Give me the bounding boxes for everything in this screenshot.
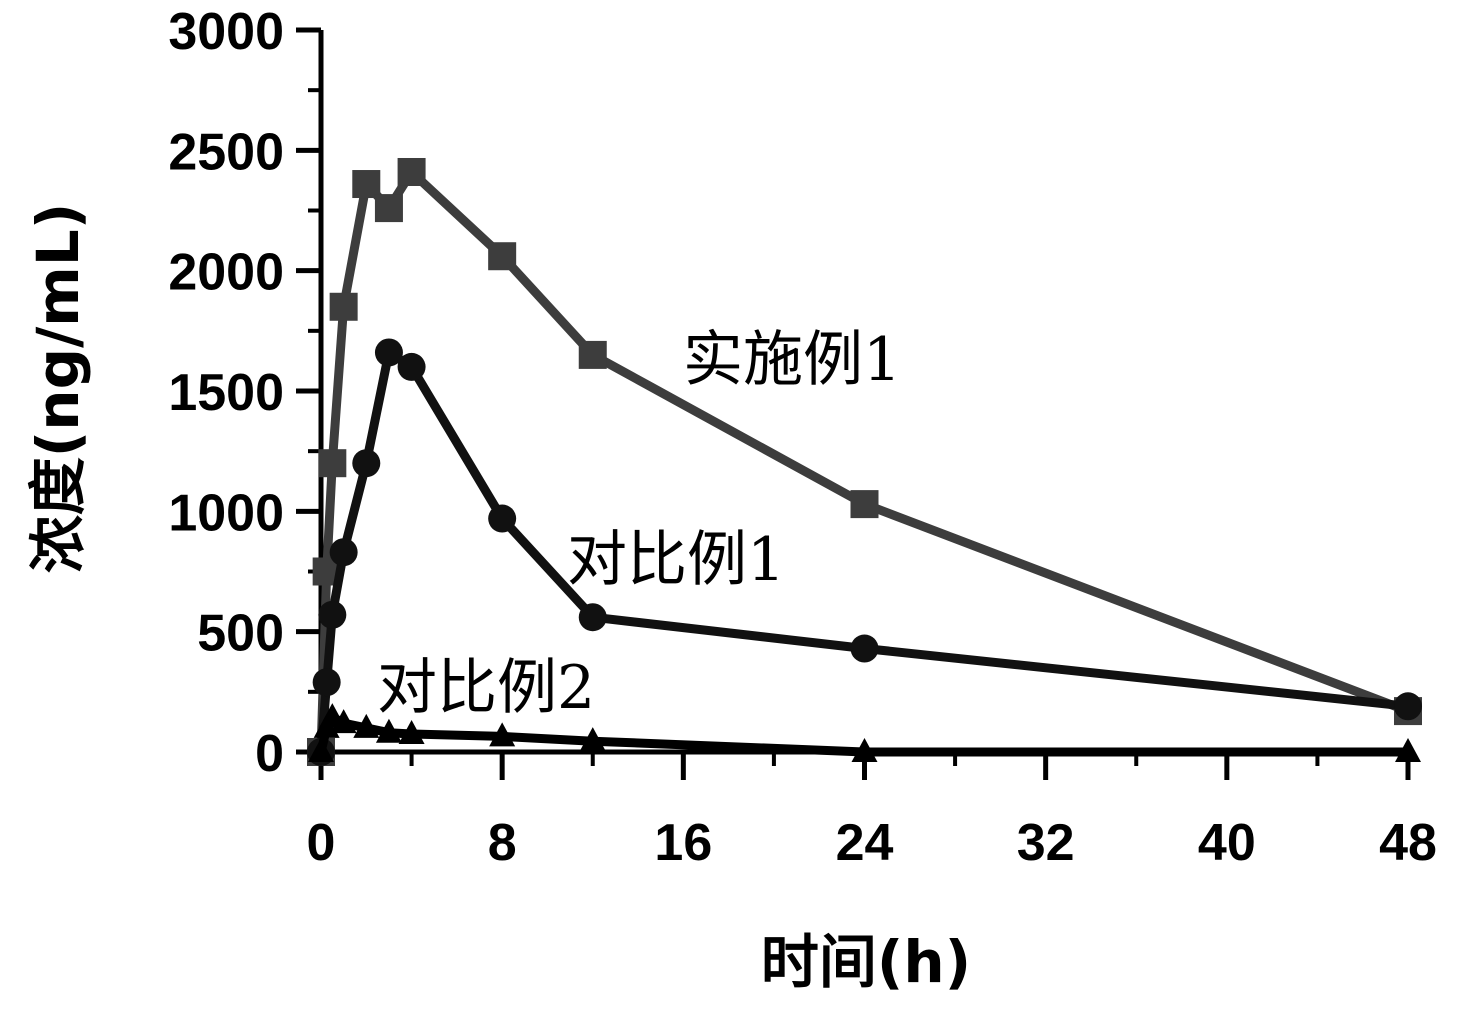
x-tick-label-1: 8 <box>488 814 517 872</box>
x-tick-label-4: 32 <box>1017 814 1075 872</box>
y-tick-label-1: 500 <box>197 605 284 663</box>
series-1-point-1 <box>313 668 341 696</box>
y-tick-label-6: 3000 <box>168 3 284 61</box>
series-0-point-2 <box>318 449 346 477</box>
series-1-point-4 <box>352 449 380 477</box>
axes: 0 500 1000 1500 2000 2500 3000 0 8 16 24 32 40 48 <box>168 3 1437 872</box>
series-0-point-3 <box>330 293 358 321</box>
y-tick-label-0: 0 <box>255 725 284 783</box>
x-tick-label-6: 48 <box>1379 814 1437 872</box>
series-1-point-2 <box>318 601 346 629</box>
series-1-point-6 <box>398 353 426 381</box>
series-0-point-6 <box>398 158 426 186</box>
x-tick-label-5: 40 <box>1198 814 1256 872</box>
series-1-point-3 <box>330 538 358 566</box>
x-axis-label: 时间(h) <box>761 928 971 996</box>
y-tick-label-3: 1500 <box>168 364 284 422</box>
y-tick-label-4: 2000 <box>168 244 284 302</box>
y-tick-label-2: 1000 <box>168 484 284 542</box>
series-label-1: 对比例1 <box>567 525 785 595</box>
series-0-point-4 <box>352 170 380 198</box>
series-label-0: 实施例1 <box>683 325 901 395</box>
series-0-point-9 <box>851 490 879 518</box>
y-tick-label-5: 2500 <box>168 123 284 181</box>
x-tick-label-0: 0 <box>307 814 336 872</box>
x-tick-label-3: 24 <box>836 814 894 872</box>
series-1-point-9 <box>851 635 879 663</box>
series-0-point-8 <box>579 341 607 369</box>
series-0-point-7 <box>488 242 516 270</box>
series-1-point-8 <box>579 603 607 631</box>
series-0-point-5 <box>375 194 403 222</box>
y-axis-label: 浓度(ng/mL) <box>24 203 92 573</box>
series-1-point-10 <box>1394 692 1422 720</box>
series-1-point-7 <box>488 505 516 533</box>
x-tick-label-2: 16 <box>654 814 712 872</box>
series-label-2: 对比例2 <box>377 653 595 723</box>
